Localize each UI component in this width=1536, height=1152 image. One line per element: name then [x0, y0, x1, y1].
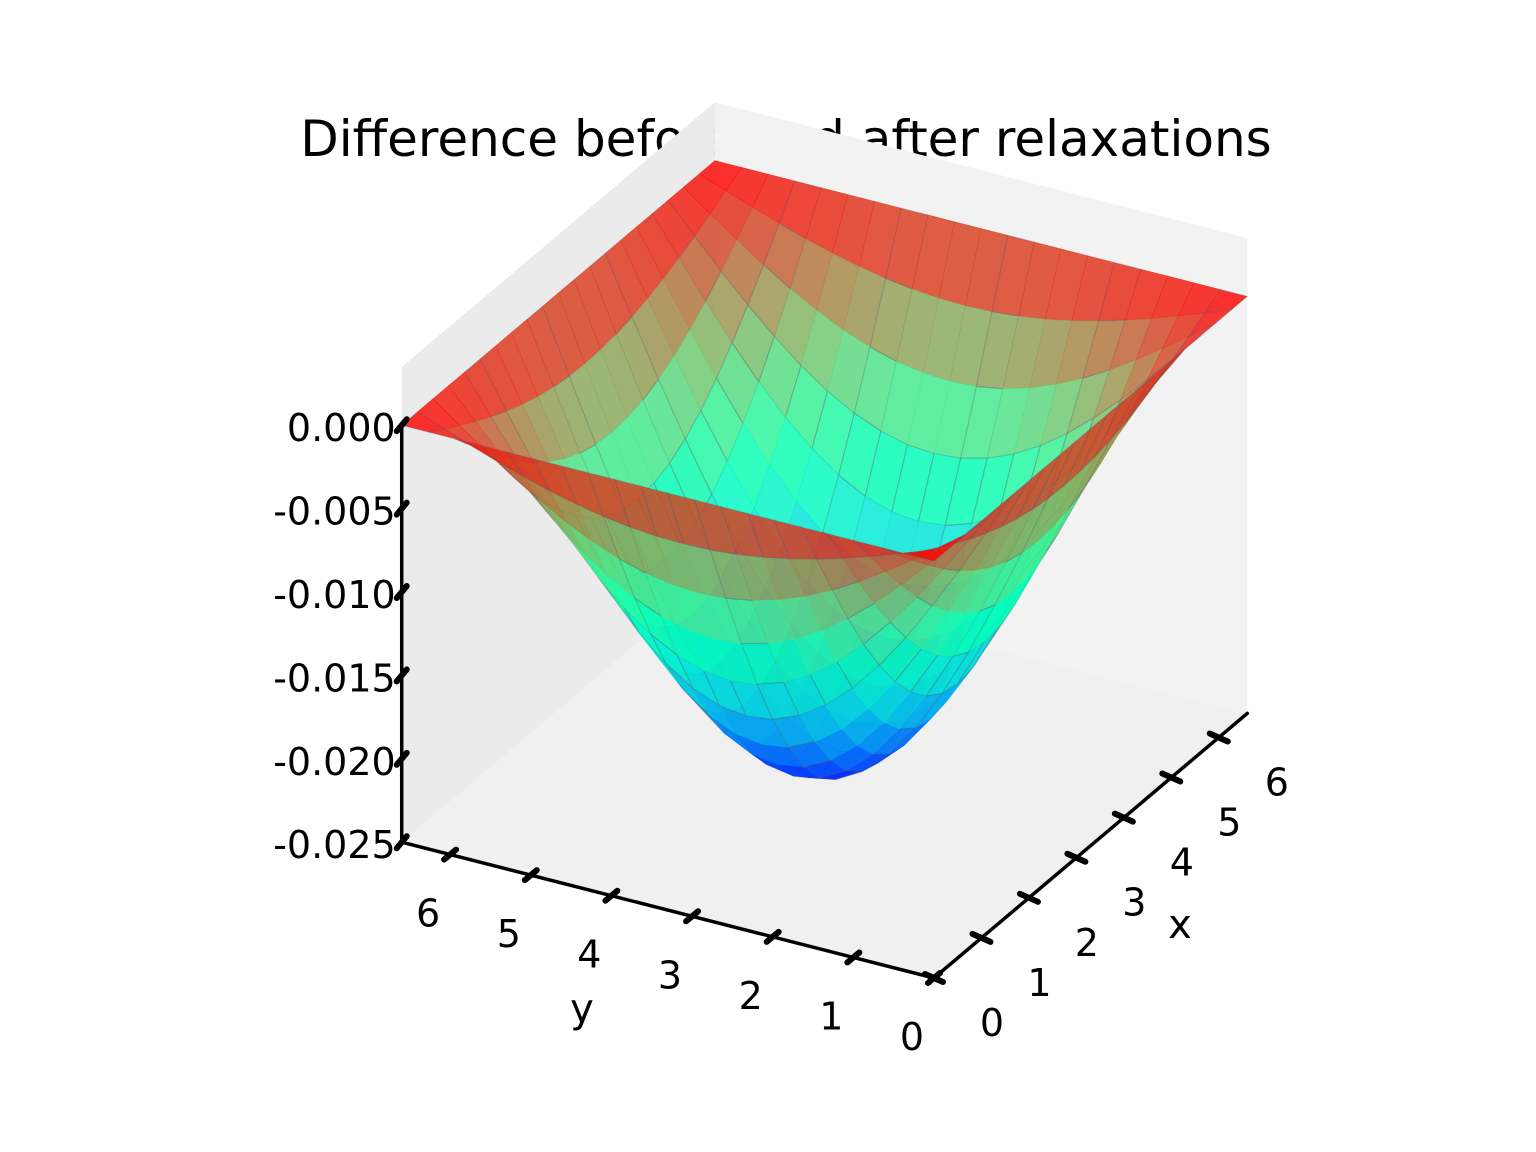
- surface-patch: [746, 512, 791, 560]
- x-axis-label: x: [1168, 902, 1192, 948]
- surface-patch: [693, 499, 738, 556]
- surface-patch: [1094, 388, 1139, 457]
- z-tick-label: -0.010: [273, 573, 396, 617]
- z-tick-mark: [393, 749, 410, 768]
- y-tick-label: 5: [497, 912, 521, 956]
- surface-patch: [819, 769, 863, 781]
- y-axis-line: [399, 840, 936, 980]
- z-tick-mark: [393, 499, 410, 518]
- y-tick-mark: [683, 908, 702, 925]
- surface-patch: [1157, 335, 1201, 381]
- surface-patch: [454, 438, 498, 462]
- surface-plot: [400, 160, 1249, 781]
- x-tick-mark: [1159, 770, 1184, 785]
- y-tick-mark: [441, 846, 460, 863]
- x-tick-label: 6: [1265, 761, 1289, 805]
- axes-lines: 012345601234560.000-0.005-0.010-0.015-0.…: [273, 406, 1289, 1059]
- surface-patch: [650, 633, 694, 689]
- surface-patch: [1141, 348, 1186, 402]
- x-tick-mark: [1064, 850, 1089, 865]
- y-tick-mark: [763, 928, 782, 945]
- surface-patch: [933, 380, 977, 459]
- x-tick-label: 2: [1075, 921, 1099, 965]
- x-tick-label: 5: [1217, 801, 1241, 845]
- y-tick-mark: [925, 970, 943, 986]
- z-tick-label: -0.005: [273, 490, 396, 534]
- surface-patch: [720, 505, 765, 558]
- z-tick-mark: [393, 666, 410, 685]
- z-tick-label: -0.015: [273, 656, 396, 700]
- x-axis-line: [932, 711, 1249, 980]
- surface-patch: [658, 355, 702, 440]
- surface-patch: [827, 329, 871, 414]
- x-tick-label: 1: [1027, 961, 1051, 1005]
- surface-patch: [1063, 415, 1107, 487]
- x-tick-mark: [969, 930, 994, 945]
- z-tick-label: 0.000: [287, 406, 396, 450]
- surface-patch: [1110, 375, 1154, 440]
- y-tick-mark: [602, 887, 621, 904]
- y-tick-label: 3: [658, 953, 682, 997]
- x-tick-label: 3: [1122, 881, 1146, 925]
- surface-patch: [533, 458, 579, 506]
- y-tick-label: 0: [900, 1015, 924, 1059]
- surface-patch: [1015, 454, 1060, 521]
- y-tick-label: 2: [739, 974, 763, 1018]
- surface-patch: [640, 485, 685, 545]
- surface-patch: [1084, 420, 1127, 489]
- y-tick-mark: [521, 867, 540, 884]
- surface-patch: [506, 451, 552, 493]
- surface-patch: [944, 457, 989, 527]
- surface-patch: [479, 444, 525, 478]
- surface-patch: [428, 428, 471, 446]
- surface-patch: [773, 519, 818, 560]
- surface-patch: [826, 532, 872, 559]
- y-tick-label: 1: [819, 994, 843, 1038]
- x-tick-mark: [1206, 730, 1231, 745]
- z-tick-mark: [393, 416, 410, 435]
- x-tick-label: 4: [1170, 841, 1194, 885]
- surface-patch: [880, 546, 924, 555]
- x-tick-label: 0: [980, 1001, 1004, 1045]
- surface-patch: [1047, 428, 1092, 499]
- surface-patch: [907, 546, 952, 562]
- y-tick-label: 6: [416, 892, 440, 936]
- x-tick-mark: [1111, 810, 1136, 825]
- surface-patch: [667, 492, 711, 551]
- x-tick-mark: [1016, 890, 1041, 905]
- y-tick-mark: [844, 949, 863, 966]
- y-axis-label: y: [570, 986, 594, 1032]
- y-tick-label: 4: [577, 933, 601, 977]
- z-tick-mark: [393, 583, 410, 602]
- z-tick-label: -0.025: [273, 823, 396, 867]
- z-tick-mark: [393, 833, 410, 852]
- z-tick-label: -0.020: [273, 740, 396, 784]
